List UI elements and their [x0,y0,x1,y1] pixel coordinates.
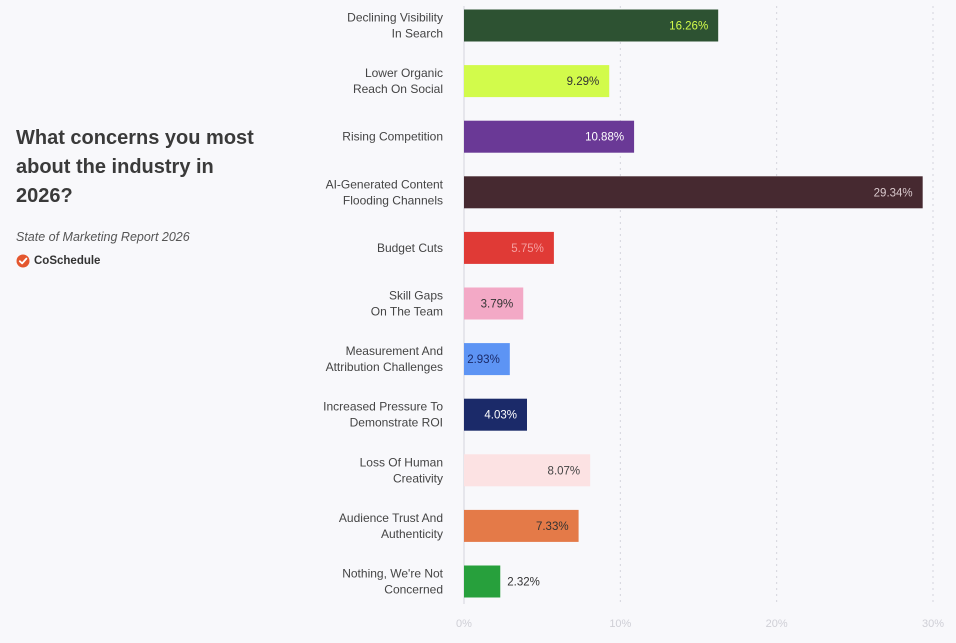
category-label: Nothing, We're Not Concerned [342,567,443,597]
chart-title: What concerns you most about the industr… [16,127,254,207]
bar [464,120,635,153]
left-panel: What concerns you most about the industr… [16,124,286,268]
value-label: 4.03% [484,410,517,422]
x-tick-label: 10% [609,618,631,630]
value-label: 9.29% [567,76,600,88]
value-label: 16.26% [669,21,708,33]
category-label: Measurement And Attribution Challenges [326,344,443,374]
bar [464,565,501,598]
category-label: Skill Gaps On The Team [371,289,443,319]
x-tick-label: 20% [766,618,788,630]
brand-name: CoSchedule [34,255,101,267]
bar [464,9,719,42]
value-label: 5.75% [511,243,544,255]
bar [464,287,524,320]
x-tick-label: 30% [922,618,944,630]
category-label: Declining Visibility In Search [347,11,443,41]
category-labels: Declining Visibility In Search Lower Organ… [323,11,444,597]
value-label: 2.93% [467,354,500,366]
bar [464,509,579,542]
category-label: Budget Cuts [377,241,443,255]
x-tick-label: 0% [456,618,472,630]
bar [464,231,554,264]
bars: 16.26% 9.29% 10.88% 29.34% 5.75% 3.79% 2.93% 4.… [464,9,923,598]
value-label: 10.88% [585,132,624,144]
report-source: State of Marketing Report 2026 [16,230,190,244]
category-label: AI-Generated Content Flooding Channels [326,177,444,207]
bar [464,398,528,431]
category-label: Lower Organic Reach On Social [353,66,443,96]
value-label: 8.07% [548,465,581,477]
bar [464,454,591,487]
x-axis-ticks: 0% 10% 20% 30% [456,618,944,630]
category-label: Rising Competition [342,130,443,144]
value-label: 3.79% [481,299,514,311]
value-label: 29.34% [874,187,913,199]
category-label: Audience Trust And Authenticity [339,511,443,541]
value-label: 7.33% [536,521,569,533]
coschedule-logo-icon [16,254,30,268]
value-label: 2.32% [507,577,540,589]
category-label: Increased Pressure To Demonstrate ROI [323,400,443,430]
category-label: Loss Of Human Creativity [360,455,443,485]
bar [464,176,923,209]
bar [464,343,510,376]
brand: CoSchedule [16,254,286,268]
bar [464,65,610,98]
